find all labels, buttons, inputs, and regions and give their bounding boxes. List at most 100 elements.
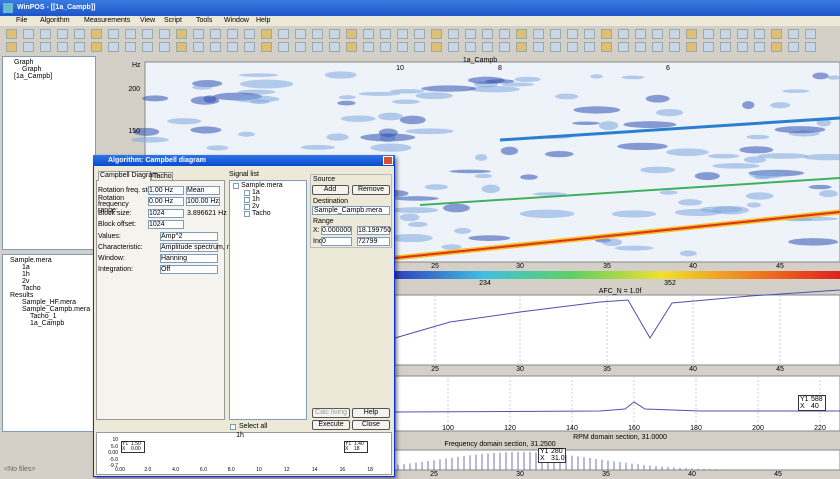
tab-label[interactable]: Tacho <box>153 173 172 181</box>
toolbar-button[interactable] <box>805 42 816 52</box>
toolbar-button[interactable] <box>618 42 629 52</box>
toolbar-button[interactable] <box>414 29 425 39</box>
toolbar-button[interactable] <box>176 29 187 39</box>
field-value[interactable]: Amp^2 <box>161 233 183 241</box>
toolbar-button[interactable] <box>329 42 340 52</box>
toolbar-button[interactable] <box>380 29 391 39</box>
checkbox[interactable] <box>233 183 239 189</box>
toolbar-button[interactable] <box>125 42 136 52</box>
toolbar-button[interactable] <box>669 42 680 52</box>
toolbar-button[interactable] <box>703 42 714 52</box>
toolbar-button[interactable] <box>601 29 612 39</box>
toolbar-button[interactable] <box>57 42 68 52</box>
toolbar-button[interactable] <box>91 29 102 39</box>
toolbar-button[interactable] <box>108 42 119 52</box>
signal-item[interactable]: Tacho <box>252 210 271 218</box>
menu-item[interactable]: Script <box>164 17 182 25</box>
toolbar-button[interactable] <box>465 29 476 39</box>
toolbar-button[interactable] <box>499 29 510 39</box>
toolbar-button[interactable] <box>40 29 51 39</box>
toolbar-button[interactable] <box>363 29 374 39</box>
toolbar-button[interactable] <box>23 42 34 52</box>
checkbox[interactable] <box>244 197 250 203</box>
toolbar-button[interactable] <box>737 42 748 52</box>
toolbar-button[interactable] <box>652 29 663 39</box>
toolbar-button[interactable] <box>397 29 408 39</box>
toolbar-button[interactable] <box>74 29 85 39</box>
toolbar-button[interactable] <box>6 42 17 52</box>
toolbar-button[interactable] <box>550 42 561 52</box>
toolbar-button[interactable] <box>601 42 612 52</box>
menu-item[interactable]: Window <box>224 17 249 25</box>
toolbar-button[interactable] <box>686 29 697 39</box>
menu-item[interactable]: Help <box>256 17 270 25</box>
toolbar-button[interactable] <box>550 29 561 39</box>
toolbar-button[interactable] <box>295 29 306 39</box>
toolbar-button[interactable] <box>737 29 748 39</box>
field-value[interactable]: Sample_Campb.mera <box>314 207 382 215</box>
toolbar-button[interactable] <box>465 42 476 52</box>
toolbar-button[interactable] <box>380 42 391 52</box>
field-value[interactable]: Hanning <box>161 255 187 263</box>
toolbar-button[interactable] <box>346 42 357 52</box>
close-button[interactable] <box>383 156 393 165</box>
field-value[interactable]: 0.00 Hz <box>149 198 173 206</box>
field-value[interactable]: 1.00 Hz <box>149 187 173 195</box>
toolbar-button[interactable] <box>448 42 459 52</box>
toolbar-button[interactable] <box>142 29 153 39</box>
toolbar-button[interactable] <box>57 29 68 39</box>
toolbar-button[interactable] <box>244 29 255 39</box>
menu-item[interactable]: Tools <box>196 17 212 25</box>
toolbar-button[interactable] <box>516 29 527 39</box>
toolbar-button[interactable] <box>669 29 680 39</box>
toolbar-button[interactable] <box>159 29 170 39</box>
toolbar-button[interactable] <box>482 42 493 52</box>
toolbar-button[interactable] <box>278 29 289 39</box>
toolbar-button[interactable] <box>703 29 714 39</box>
toolbar-button[interactable] <box>788 42 799 52</box>
toolbar-button[interactable] <box>754 42 765 52</box>
toolbar-button[interactable] <box>227 29 238 39</box>
tab-label[interactable]: Campbell Diagram <box>100 172 158 180</box>
toolbar-button[interactable] <box>482 29 493 39</box>
menu-item[interactable]: View <box>140 17 155 25</box>
toolbar-button[interactable] <box>6 29 17 39</box>
toolbar-button[interactable] <box>193 42 204 52</box>
toolbar-button[interactable] <box>346 29 357 39</box>
menu-item[interactable]: Algorithm <box>40 17 70 25</box>
checkbox[interactable] <box>244 204 250 210</box>
toolbar-button[interactable] <box>533 42 544 52</box>
toolbar-button[interactable] <box>329 29 340 39</box>
toolbar-button[interactable] <box>210 42 221 52</box>
toolbar-button[interactable] <box>635 42 646 52</box>
toolbar-button[interactable] <box>516 42 527 52</box>
button-label[interactable]: Help <box>364 409 378 417</box>
field-value[interactable]: Amplitude spectrum, n <box>161 244 231 252</box>
toolbar-button[interactable] <box>142 42 153 52</box>
signal-item[interactable]: Sample.mera <box>241 182 283 190</box>
checkbox-label[interactable]: Select all <box>239 423 267 431</box>
toolbar-button[interactable] <box>584 42 595 52</box>
toolbar-button[interactable] <box>635 29 646 39</box>
toolbar-button[interactable] <box>91 42 102 52</box>
toolbar-button[interactable] <box>652 42 663 52</box>
toolbar-button[interactable] <box>618 29 629 39</box>
toolbar-button[interactable] <box>788 29 799 39</box>
toolbar-button[interactable] <box>261 29 272 39</box>
menu-item[interactable]: Measurements <box>84 17 130 25</box>
toolbar-button[interactable] <box>567 42 578 52</box>
button-label[interactable]: Remove <box>358 186 384 194</box>
toolbar-button[interactable] <box>74 42 85 52</box>
checkbox[interactable] <box>244 190 250 196</box>
toolbar-button[interactable] <box>720 29 731 39</box>
toolbar-button[interactable] <box>720 42 731 52</box>
toolbar-button[interactable] <box>312 42 323 52</box>
toolbar-button[interactable] <box>397 42 408 52</box>
toolbar-button[interactable] <box>363 42 374 52</box>
toolbar-button[interactable] <box>448 29 459 39</box>
button-label[interactable]: Execute <box>318 421 343 429</box>
toolbar-button[interactable] <box>533 29 544 39</box>
toolbar-button[interactable] <box>261 42 272 52</box>
toolbar-button[interactable] <box>40 42 51 52</box>
checkbox[interactable] <box>230 424 236 430</box>
